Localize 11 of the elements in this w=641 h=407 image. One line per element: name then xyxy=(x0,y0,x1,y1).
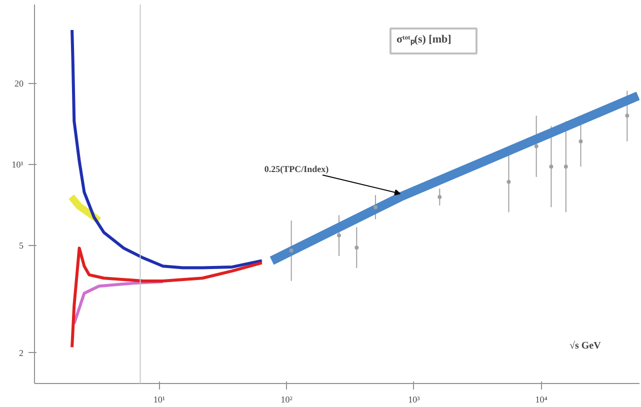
x-tick-label: 10³ xyxy=(408,394,420,404)
y-tick-label: 10¹ xyxy=(12,160,24,170)
x-tick-label: 10² xyxy=(280,394,293,404)
y-tick-label: 20 xyxy=(14,78,24,89)
annotation: 0.25(TPC/Index) xyxy=(264,164,329,174)
x-axis-title: √s GeV xyxy=(570,340,602,352)
x-tick-label: 10⁴ xyxy=(535,394,548,404)
text: σᵗᵒᵗₚ(s) [mb] xyxy=(396,34,452,46)
y-tick-label: 5 xyxy=(19,240,24,251)
y-tick-label: 2 xyxy=(19,348,24,358)
x-tick-label: 10¹ xyxy=(153,394,166,404)
